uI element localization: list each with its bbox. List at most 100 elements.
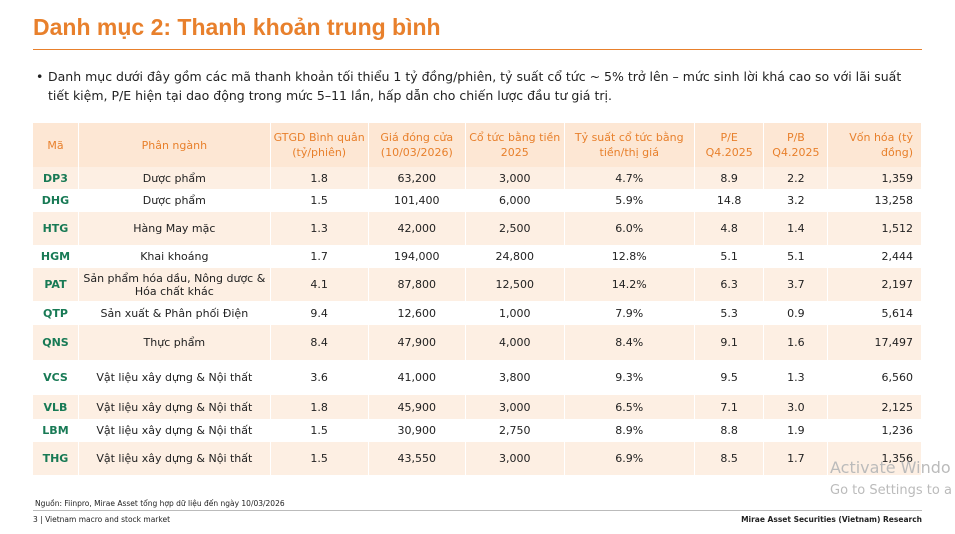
cell: 30,900 [368,419,466,442]
cell: 24,800 [465,245,565,268]
ticker: LBM [33,419,79,442]
cell: 3.2 [763,189,829,212]
cell: 6.9% [564,442,695,475]
portfolio-table: Mã Phân ngành GTGD Bình quân (tỷ/phiên) Giá… [33,123,922,475]
cell: 8.9 [694,167,765,189]
cell: 1.5 [270,189,369,212]
header-row: Mã Phân ngành GTGD Bình quân (tỷ/phiên) Giá… [33,123,922,167]
column-header: Cổ tức bằng tiền 2025 [465,123,565,167]
watermark: Go to Settings to a [830,483,952,498]
table-row: VCS Vật liệu xây dựng & Nội thất 3.6 41,000… [33,360,922,395]
watermark: Activate Windo [830,458,951,477]
column-header: Phân ngành [78,123,271,167]
cell: 17,497 [827,325,922,360]
cell: 1,236 [827,419,922,442]
cell: 1.7 [270,245,369,268]
cell: 13,258 [827,189,922,212]
cell: 43,550 [368,442,466,475]
cell: 3.0 [763,395,829,419]
cell: 101,400 [368,189,466,212]
source: Nguồn: Fiinpro, Mirae Asset tổng hợp dữ … [35,499,285,508]
title: Danh mục 2: Thanh khoản trung bình [33,14,441,40]
cell: 4,000 [465,325,565,360]
table-row: DHG Dược phẩm 1.5 101,400 6,000 5.9% 14.8 3.2 13… [33,189,922,212]
cell: 6,000 [465,189,565,212]
ticker: VLB [33,395,79,419]
cell: 8.4% [564,325,695,360]
cell: Sản phẩm hóa dầu, Nông dược & Hóa chất k… [78,268,271,301]
cell: Khai khoáng [78,245,271,268]
ticker: QNS [33,325,79,360]
footer-rule [33,510,922,511]
cell: 9.5 [694,360,765,395]
footer-left: 3 | Vietnam macro and stock market [33,515,171,524]
cell: Thực phẩm [78,325,271,360]
cell: 2.2 [763,167,829,189]
cell: 1.3 [270,212,369,245]
cell: 42,000 [368,212,466,245]
cell: 5.9% [564,189,695,212]
cell: 5.3 [694,301,765,325]
cell: 12,600 [368,301,466,325]
cell: 14.8 [694,189,765,212]
cell: Vật liệu xây dựng & Nội thất [78,360,271,395]
cell: Hàng May mặc [78,212,271,245]
cell: 4.8 [694,212,765,245]
column-header: GTGD Bình quân (tỷ/phiên) [270,123,369,167]
cell: 3,000 [465,395,565,419]
cell: 5,614 [827,301,922,325]
cell: Dược phẩm [78,189,271,212]
cell: 4.1 [270,268,369,301]
table-row: PAT Sản phẩm hóa dầu, Nông dược & Hóa chấ… [33,268,922,301]
cell: 2,197 [827,268,922,301]
table-row: VLB Vật liệu xây dựng & Nội thất 1.8 45,900… [33,395,922,419]
title-rule [33,49,922,50]
cell: 8.4 [270,325,369,360]
cell: 1.5 [270,442,369,475]
cell: 3,000 [465,442,565,475]
cell: 3.6 [270,360,369,395]
cell: 1.5 [270,419,369,442]
cell: 1.7 [763,442,829,475]
cell: 47,900 [368,325,466,360]
cell: 2,444 [827,245,922,268]
cell: 3,800 [465,360,565,395]
cell: 7.1 [694,395,765,419]
cell: 9.1 [694,325,765,360]
cell: 87,800 [368,268,466,301]
table-row: LBM Vật liệu xây dựng & Nội thất 1.5 30,900… [33,419,922,442]
cell: 1,359 [827,167,922,189]
ticker: QTP [33,301,79,325]
bullet-text: Danh mục dưới đây gồm các mã thanh khoản… [36,67,920,105]
cell: 41,000 [368,360,466,395]
table-row: DP3 Dược phẩm 1.8 63,200 3,000 4.7% 8.9 2.2 1,35… [33,167,922,189]
cell: 1,512 [827,212,922,245]
table-row: QTP Sản xuất & Phân phối Điện 9.4 12,600 1,0… [33,301,922,325]
column-header: Vốn hóa (tỷ đồng) [827,123,922,167]
cell: 9.4 [270,301,369,325]
footer-right: Mirae Asset Securities (Vietnam) Researc… [741,515,922,524]
column-header: Mã [33,123,79,167]
cell: Vật liệu xây dựng & Nội thất [78,419,271,442]
table-row: QNS Thực phẩm 8.4 47,900 4,000 8.4% 9.1 1.6 17,4… [33,325,922,360]
cell: 8.5 [694,442,765,475]
column-header: P/E Q4.2025 [694,123,765,167]
cell: 2,750 [465,419,565,442]
table-row: THG Vật liệu xây dựng & Nội thất 1.5 43,550… [33,442,922,475]
cell: 4.7% [564,167,695,189]
cell: 1.6 [763,325,829,360]
column-header: Giá đóng cửa (10/03/2026) [368,123,466,167]
cell: 5.1 [694,245,765,268]
column-header: Tỷ suất cổ tức bằng tiền/thị giá [564,123,695,167]
table-row: HGM Khai khoáng 1.7 194,000 24,800 12.8% 5.1 5.… [33,245,922,268]
cell: 1.3 [763,360,829,395]
cell: 45,900 [368,395,466,419]
cell: 12.8% [564,245,695,268]
cell: 6,560 [827,360,922,395]
cell: 8.9% [564,419,695,442]
cell: 0.9 [763,301,829,325]
ticker: PAT [33,268,79,301]
cell: Sản xuất & Phân phối Điện [78,301,271,325]
cell: 7.9% [564,301,695,325]
